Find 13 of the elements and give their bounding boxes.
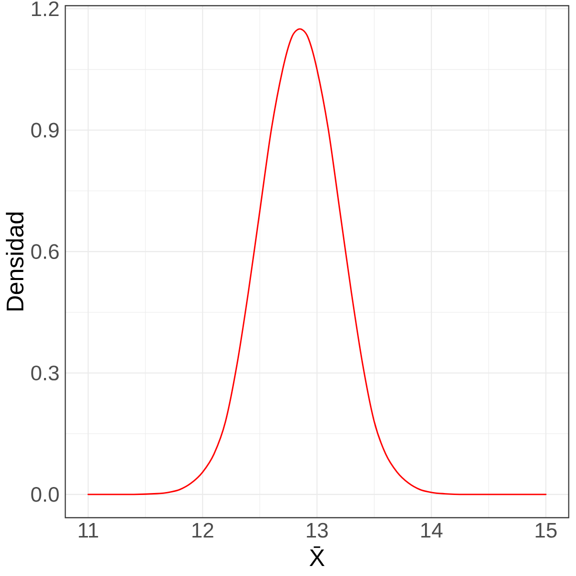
line-series <box>87 28 547 496</box>
x-tick-label: 12 <box>192 522 214 538</box>
y-tick-label: 0.0 <box>31 487 59 502</box>
x-tick-label: 15 <box>536 523 557 538</box>
x-tick-label: 14 <box>421 523 442 538</box>
y-tick-label: 0.3 <box>31 366 59 380</box>
y-tick-label: 1.2 <box>32 1 59 16</box>
x-tick-label: 11 <box>78 523 98 538</box>
y-tick-label: 0.9 <box>31 122 59 138</box>
y-tick-label: 0.6 <box>31 244 59 260</box>
x-axis-title: X̄ <box>310 546 325 566</box>
x-tick-label: 13 <box>306 522 328 538</box>
y-axis-title: Densidad <box>6 212 24 310</box>
